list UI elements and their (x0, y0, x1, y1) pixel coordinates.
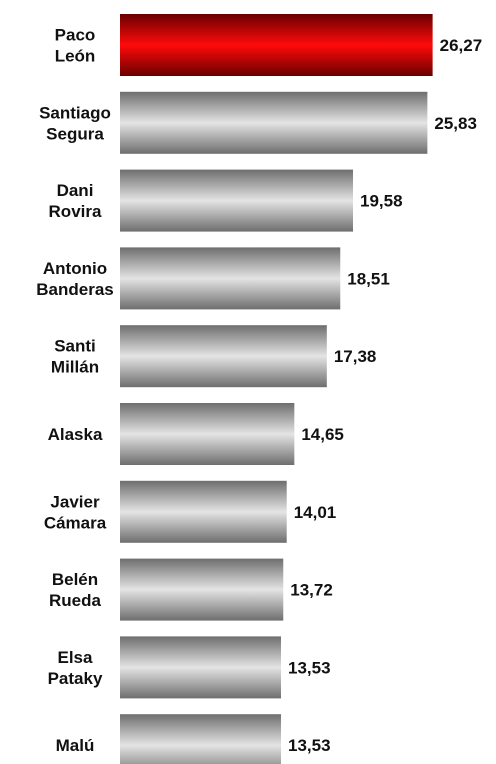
bar-8 (120, 558, 284, 621)
category-label-line: Dani (57, 181, 94, 200)
category-labels-group: Paco León Santiago Segura Dani Rovira Antonio B… (36, 26, 113, 756)
category-label-line: Paco (55, 26, 96, 45)
value-label-1: 26,27 (440, 36, 483, 55)
category-label-line: Millán (51, 358, 99, 377)
category-label-4: Antonio Banderas (36, 259, 113, 299)
bar-3 (120, 169, 354, 232)
category-label-8: Belén Rueda (49, 570, 102, 610)
category-label-line: Santi (54, 337, 96, 356)
value-label-5: 17,38 (334, 347, 377, 366)
category-label-line: Alaska (48, 425, 103, 444)
category-label-3: Dani Rovira (49, 181, 102, 221)
value-label-2: 25,83 (434, 114, 477, 133)
category-label-line: Santiago (39, 103, 111, 122)
category-label-line: León (55, 47, 96, 66)
category-label-2: Santiago Segura (39, 103, 111, 143)
value-label-7: 14,01 (294, 503, 337, 522)
category-label-7: Javier Cámara (44, 492, 107, 532)
bar-5 (120, 325, 327, 388)
category-label-9: Elsa Pataky (48, 648, 103, 688)
bar-10 (120, 714, 282, 764)
category-label-line: Belén (52, 570, 98, 589)
category-label-line: Cámara (44, 513, 107, 532)
category-label-10: Malú (56, 736, 95, 755)
bar-7 (120, 480, 287, 543)
category-label-line: Pataky (48, 669, 103, 688)
bars-group (120, 14, 433, 764)
bar-6 (120, 403, 295, 465)
category-label-line: Banderas (36, 280, 113, 299)
value-label-9: 13,53 (288, 658, 331, 677)
category-label-line: Javier (50, 492, 100, 511)
value-label-10: 13,53 (288, 736, 331, 755)
bar-1 (120, 14, 433, 76)
category-label-line: Elsa (58, 648, 94, 667)
value-label-3: 19,58 (360, 192, 403, 211)
category-label-line: Segura (46, 124, 104, 143)
category-label-line: Malú (56, 736, 95, 755)
category-label-5: Santi Millán (51, 337, 99, 377)
bar-4 (120, 247, 341, 310)
category-label-6: Alaska (48, 425, 103, 444)
value-label-6: 14,65 (301, 425, 344, 444)
category-label-line: Rueda (49, 591, 102, 610)
value-labels-group: 26,27 25,83 19,58 18,51 17,38 14,65 14,01 13,72… (288, 36, 482, 755)
category-label-line: Antonio (43, 259, 107, 278)
value-label-8: 13,72 (290, 581, 333, 600)
category-label-line: Rovira (49, 202, 102, 221)
category-label-1: Paco León (55, 26, 96, 66)
bar-2 (120, 91, 428, 154)
bar-9 (120, 636, 282, 699)
value-label-4: 18,51 (347, 269, 390, 288)
